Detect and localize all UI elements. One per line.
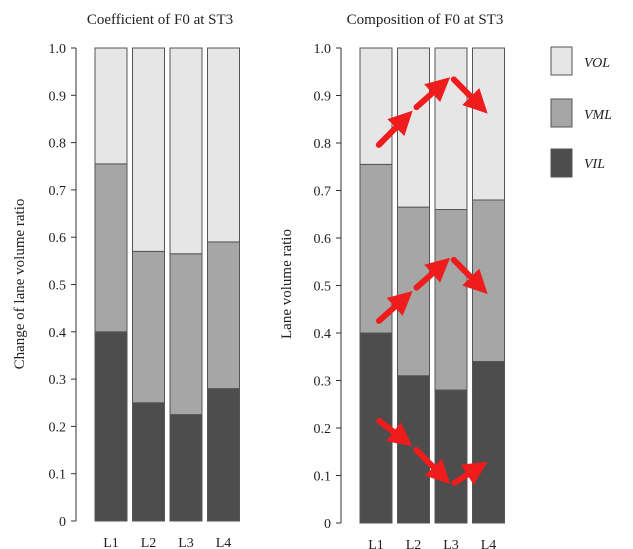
legend-label-vil: VIL [584, 157, 605, 172]
legend: VOL VML VIL [550, 46, 612, 178]
chart-coefficient: Coefficient of F0 at ST3 Change of lane … [12, 12, 240, 549]
y-tick-label: 0.3 [49, 373, 67, 388]
y-tick-label: 0.8 [314, 137, 332, 152]
bar-segment-vil-l4 [207, 388, 240, 522]
y-axis-label: Lane volume ratio [279, 229, 295, 339]
y-tick-label: 0 [59, 515, 66, 530]
x-tick-label: L3 [178, 536, 194, 549]
y-tick-label: 0 [324, 517, 331, 532]
trend-arrow [450, 76, 488, 114]
trend-arrow [413, 257, 451, 291]
x-tick-label: L4 [216, 536, 232, 549]
y-tick-label: 0.5 [314, 280, 332, 295]
trend-arrow [413, 446, 451, 485]
x-tick-label: L4 [481, 538, 497, 549]
legend-item-vol: VOL [550, 46, 610, 76]
bar-segment-vil-l1 [94, 331, 128, 522]
y-tick-label: 0.1 [314, 470, 332, 485]
trend-arrow [375, 291, 413, 324]
trend-arrow [375, 110, 413, 148]
y-tick-label: 0.4 [314, 327, 332, 342]
x-tick-label: L2 [406, 538, 422, 549]
legend-swatch-vml [550, 98, 573, 128]
bar-segment-vil-l2 [132, 402, 165, 522]
trend-arrow [451, 461, 488, 486]
bar-segment-vol-l1 [94, 47, 128, 165]
legend-item-vml: VML [550, 98, 612, 128]
y-tick-label: 0.5 [49, 279, 67, 294]
y-tick-label: 0.7 [314, 185, 332, 200]
bar-segment-vol-l2 [132, 47, 165, 252]
chart-title: Composition of F0 at ST3 [347, 12, 504, 28]
bar-segment-vml-l1 [359, 163, 393, 334]
y-tick-label: 0.2 [49, 420, 67, 435]
bar-segment-vol-l1 [359, 47, 393, 165]
x-tick-label: L1 [368, 538, 384, 549]
bar-segment-vml-l2 [132, 250, 165, 404]
legend-label-vol: VOL [584, 56, 610, 71]
bar-segment-vol-l3 [169, 47, 203, 255]
y-tick-label: 0.2 [314, 422, 332, 437]
x-tick-label: L1 [103, 536, 119, 549]
trend-arrow [450, 256, 488, 295]
y-tick-label: 0.4 [49, 326, 67, 341]
bar-segment-vol-l4 [472, 47, 505, 201]
x-tick-label: L3 [443, 538, 459, 549]
y-axis-label: Change of lane volume ratio [12, 199, 28, 370]
x-tick-label: L2 [141, 536, 157, 549]
chart-title: Coefficient of F0 at ST3 [87, 12, 233, 28]
trend-arrow [413, 77, 451, 111]
y-tick-label: 0.7 [49, 184, 67, 199]
legend-swatch-vol [550, 46, 573, 76]
bar-segment-vol-l4 [207, 47, 240, 243]
y-tick-label: 0.9 [314, 90, 332, 105]
y-tick-label: 0.3 [314, 375, 332, 390]
bar-segment-vil-l3 [169, 414, 203, 522]
chart-composition: Composition of F0 at ST3 Lane volume rat… [279, 12, 505, 549]
bar-segment-vml-l3 [169, 253, 203, 416]
bar-segment-vol-l3 [434, 47, 468, 210]
y-tick-label: 0.9 [49, 89, 67, 104]
y-tick-label: 0.6 [49, 231, 67, 246]
legend-item-vil: VIL [550, 148, 605, 178]
y-tick-label: 0.6 [314, 232, 332, 247]
y-tick-label: 0.1 [49, 468, 67, 483]
bar-segment-vol-l2 [397, 47, 430, 208]
bar-segment-vml-l3 [434, 209, 468, 391]
y-tick-label: 0.8 [49, 137, 67, 152]
trend-arrow [376, 417, 413, 447]
bar-segment-vml-l1 [94, 163, 128, 333]
legend-swatch-vil [550, 148, 573, 178]
y-tick-label: 1.0 [49, 42, 67, 57]
legend-label-vml: VML [584, 108, 612, 123]
bar-segment-vil-l4 [472, 361, 505, 524]
y-tick-label: 1.0 [314, 42, 332, 57]
bar-segment-vml-l2 [397, 206, 430, 377]
bar-segment-vil-l3 [434, 389, 468, 524]
bar-segment-vml-l4 [207, 241, 240, 390]
